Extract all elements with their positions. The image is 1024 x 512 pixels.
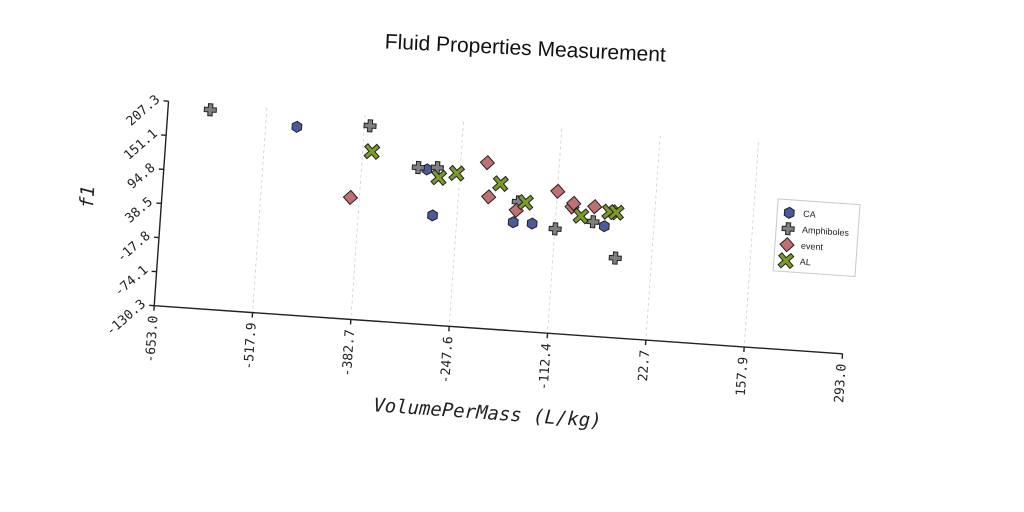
x-grid-line — [252, 108, 268, 313]
legend-marker — [777, 252, 795, 270]
y-tick-label: -74.1 — [112, 263, 151, 300]
x-tick-labels: -653.0 -517.9 -382.7 -247.6 -112.4 22.7 157.9 2… — [143, 315, 850, 403]
y-tick-label: -17.8 — [114, 229, 153, 266]
grid-lines — [252, 108, 759, 347]
data-point-ca — [598, 220, 610, 233]
data-point-ca — [427, 209, 438, 222]
x-grid-line — [743, 142, 759, 347]
x-axis-label: VolumePerMass (L/kg) — [373, 394, 603, 432]
data-point-al — [517, 193, 535, 211]
data-point-event — [342, 189, 359, 206]
data-point-al — [572, 207, 590, 225]
data-point-event — [587, 198, 603, 215]
y-tick-label: 38.5 — [123, 195, 156, 227]
data-point-al — [430, 169, 448, 186]
axes — [149, 100, 844, 359]
x-axis-line — [154, 305, 843, 355]
data-point-amphiboles — [608, 251, 622, 265]
y-tick-label: 151.1 — [121, 126, 160, 163]
legend-label: CA — [803, 209, 816, 220]
x-tick-label: -112.4 — [537, 343, 555, 391]
y-tick-label: -130.3 — [104, 297, 149, 339]
data-point-amphiboles — [430, 160, 444, 175]
x-tick-label: -382.7 — [340, 329, 358, 377]
y-tick-label: 207.3 — [124, 92, 163, 129]
data-point-event — [550, 183, 566, 199]
data-point-amphiboles — [586, 215, 600, 229]
x-tick-label: 157.9 — [734, 356, 752, 396]
legend-marker — [783, 206, 795, 219]
legend-label: AL — [800, 257, 812, 268]
data-point-event — [480, 189, 497, 205]
x-tick-label: -247.6 — [438, 336, 456, 384]
data-point-al — [607, 203, 625, 221]
data-point-ca — [291, 120, 303, 133]
x-grid-line — [645, 135, 661, 341]
data-point-amphiboles — [203, 103, 217, 117]
data-point-event — [566, 195, 582, 212]
y-axis-label: f1 — [76, 185, 100, 209]
legend-label: event — [801, 241, 824, 253]
legend-marker — [781, 222, 795, 236]
data-points — [203, 103, 825, 269]
chart-title: Fluid Properties Measurement — [384, 30, 666, 66]
legend: CA Amphiboles event AL — [772, 198, 861, 278]
data-point-amphiboles — [363, 119, 377, 133]
data-point-al — [448, 164, 466, 182]
x-tick-label: -517.9 — [242, 322, 260, 370]
x-grid-line — [350, 114, 366, 320]
x-tick-label: -653.0 — [143, 315, 161, 363]
data-point-event — [479, 154, 496, 171]
data-point-al — [492, 175, 510, 193]
x-grid-line — [448, 121, 464, 327]
legend-marker — [779, 237, 795, 253]
data-point-amphiboles — [411, 160, 425, 175]
x-tick-label: 22.7 — [636, 350, 653, 382]
data-point-ca — [526, 217, 538, 230]
legend-box — [772, 198, 861, 278]
plot-area: -653.0 -517.9 -382.7 -247.6 -112.4 22.7 157.9 2… — [76, 92, 861, 432]
data-point-al — [363, 143, 381, 160]
legend-label: Amphiboles — [802, 225, 850, 238]
data-point-amphiboles — [548, 222, 562, 236]
data-point-ca — [507, 216, 519, 229]
y-axis-line — [153, 101, 170, 306]
y-tick-label: 94.8 — [125, 161, 158, 193]
x-tick-label: 293.0 — [832, 363, 850, 403]
